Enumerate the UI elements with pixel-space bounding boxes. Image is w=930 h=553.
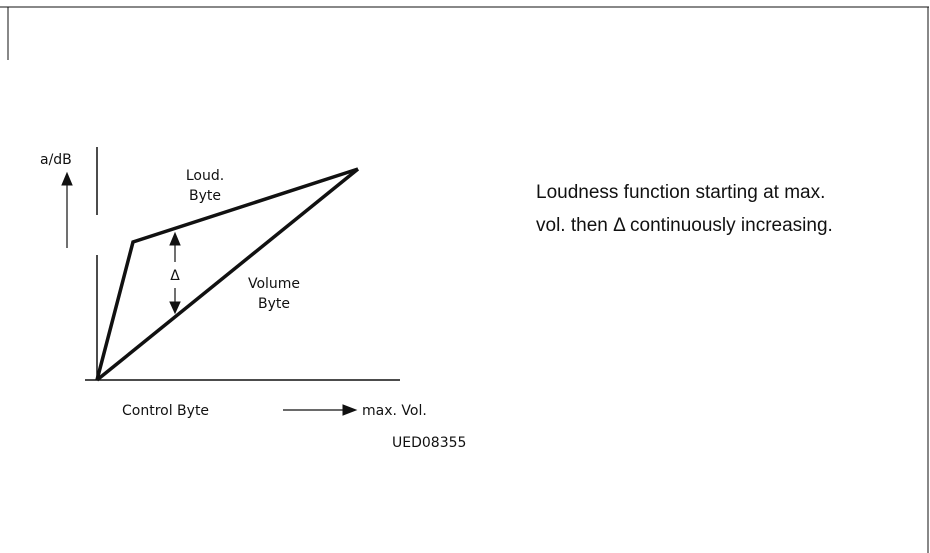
x-axis-label: Control Byte	[122, 403, 209, 419]
diagram	[61, 147, 400, 416]
frame	[0, 6, 929, 553]
delta-arrow-head	[169, 301, 181, 315]
curve-label: Loud.	[186, 168, 224, 184]
delta-arrow-head	[169, 231, 181, 246]
curve-label: Byte	[258, 296, 290, 312]
curve-label: Byte	[189, 188, 221, 204]
volume-curve	[95, 167, 360, 382]
curve-label: Volume	[248, 276, 300, 292]
caption-line: vol. then Δ continuously increasing.	[536, 215, 833, 236]
y-arrow-head	[61, 171, 73, 186]
loudness-curve	[95, 167, 359, 381]
figure-id: UED08355	[392, 435, 466, 451]
delta-label: Δ	[170, 268, 180, 284]
caption-line: Loudness function starting at max.	[536, 182, 825, 203]
x-axis-end-label: max. Vol.	[362, 403, 427, 419]
y-axis-label: a/dB	[40, 152, 72, 168]
x-arrow-head	[342, 404, 358, 416]
